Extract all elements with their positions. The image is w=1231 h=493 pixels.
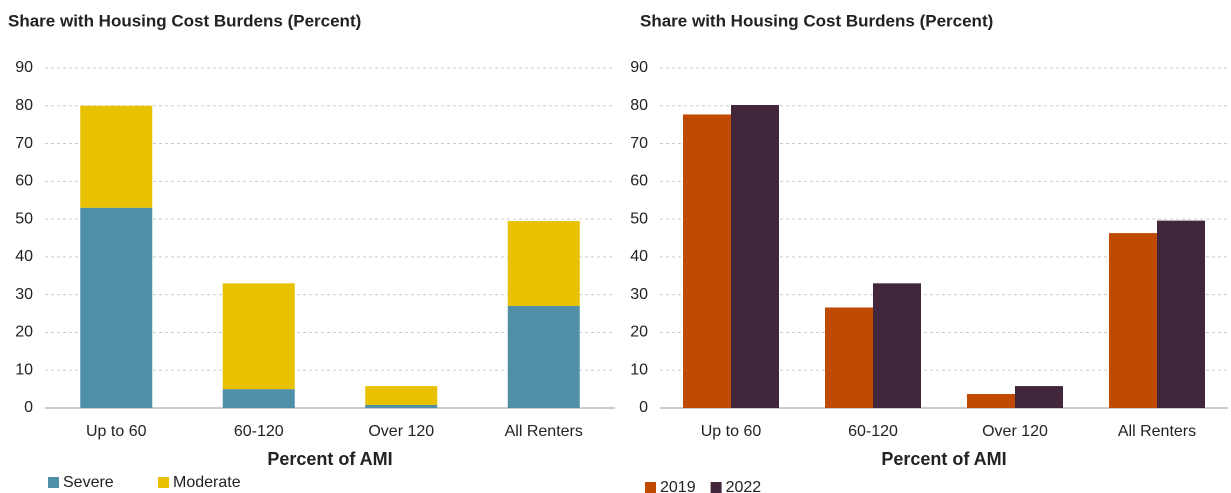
bar <box>1109 233 1157 408</box>
y-tick-label: 40 <box>630 248 648 265</box>
bar-segment <box>365 404 438 408</box>
bar <box>825 307 873 408</box>
y-tick-label: 80 <box>15 97 33 114</box>
bar-segment <box>222 389 295 408</box>
bar <box>873 283 921 408</box>
legend-swatch <box>710 482 722 493</box>
bar-segment <box>507 221 580 306</box>
y-tick-label: 70 <box>630 135 648 152</box>
bar <box>731 105 779 409</box>
legend-swatch <box>158 477 169 488</box>
legend-label: 2019 <box>660 479 696 493</box>
x-tick-label: Up to 60 <box>86 423 147 440</box>
y-tick-label: 0 <box>639 399 648 416</box>
y-tick-label: 80 <box>630 97 648 114</box>
y-tick-label: 90 <box>15 59 33 76</box>
x-tick-label: Over 120 <box>368 423 434 440</box>
bar <box>683 114 731 408</box>
bar-segment <box>80 207 153 408</box>
y-tick-label: 60 <box>15 173 33 190</box>
bar-segment <box>80 105 153 208</box>
x-tick-label: All Renters <box>1118 423 1196 440</box>
legend-swatch <box>645 482 656 493</box>
y-tick-label: 30 <box>630 286 648 303</box>
x-axis-label: Percent of AMI <box>267 449 392 469</box>
y-tick-label: 70 <box>15 135 33 152</box>
chart-title: Share with Housing Cost Burdens (Percent… <box>8 11 361 30</box>
y-tick-label: 10 <box>630 361 648 378</box>
x-tick-label: Over 120 <box>982 423 1048 440</box>
y-tick-label: 20 <box>630 324 648 341</box>
bar-segment <box>365 386 438 405</box>
y-tick-label: 20 <box>15 324 33 341</box>
legend-swatch <box>48 477 59 488</box>
legend-label: Severe <box>63 474 114 491</box>
y-tick-label: 50 <box>630 210 648 227</box>
bar-segment <box>222 283 295 390</box>
bar-segment <box>507 306 580 408</box>
y-tick-label: 40 <box>15 248 33 265</box>
y-tick-label: 50 <box>15 210 33 227</box>
x-tick-label: All Renters <box>505 423 583 440</box>
chart-title: Share with Housing Cost Burdens (Percent… <box>640 11 993 30</box>
x-tick-label: Up to 60 <box>701 423 762 440</box>
y-tick-label: 0 <box>24 399 33 416</box>
y-tick-label: 90 <box>630 59 648 76</box>
y-tick-label: 30 <box>15 286 33 303</box>
bar <box>1015 386 1063 408</box>
legend-label: 2022 <box>726 479 762 493</box>
x-tick-label: 60-120 <box>848 423 898 440</box>
y-tick-label: 60 <box>630 173 648 190</box>
legend-label: Moderate <box>173 474 241 491</box>
bar <box>1157 220 1205 408</box>
x-axis-label: Percent of AMI <box>881 449 1006 469</box>
bar <box>967 394 1015 408</box>
x-tick-label: 60-120 <box>234 423 284 440</box>
y-tick-label: 10 <box>15 361 33 378</box>
